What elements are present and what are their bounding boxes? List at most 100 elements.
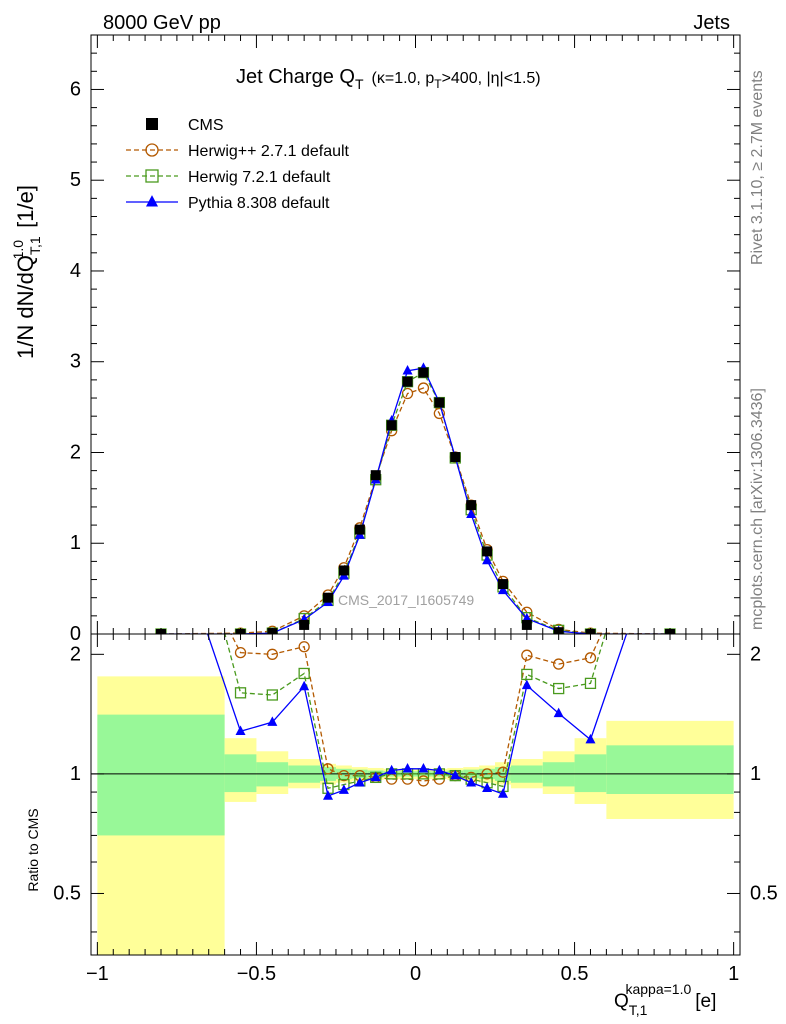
ratio-y-tick-label: 2 bbox=[70, 643, 81, 665]
ratio-point-herwig-2-7-1-default bbox=[584, 652, 597, 664]
header-left: 8000 GeV pp bbox=[103, 12, 221, 34]
main-point-cms bbox=[418, 367, 429, 378]
ratio-y-tick-label-right: 1 bbox=[750, 763, 761, 785]
y-axis-label-main: 1/N dN/dQT,11.0 [1/e] bbox=[10, 185, 43, 359]
ratio-point-pythia-8-308-default bbox=[434, 764, 445, 775]
main-point-pythia-8-308-default bbox=[466, 508, 477, 518]
ratio-point-herwig-2-7-1-default bbox=[298, 641, 310, 653]
main-point-pythia-8-308-default bbox=[497, 584, 508, 595]
ratio-y-tick-label-right: 2 bbox=[750, 643, 761, 665]
main-point-cms bbox=[482, 546, 493, 557]
legend: CMS Herwig++ 2.7.1 default Herwig 7.2.1 de… bbox=[126, 117, 350, 212]
ratio-point-herwig-7-2-1-default bbox=[584, 677, 597, 690]
legend-label-pythia-8-308-default: Pythia 8.308 default bbox=[188, 195, 330, 212]
ratio-point-pythia-8-308-default bbox=[553, 707, 564, 718]
main-point-cms bbox=[497, 579, 508, 590]
ratio-point-pythia-8-308-default bbox=[299, 680, 310, 691]
main-point-cms bbox=[434, 397, 445, 408]
ratio-y-tick-label-right: 0.5 bbox=[750, 882, 778, 904]
main-y-tick-label: 2 bbox=[70, 441, 81, 463]
ratio-point-pythia-8-308-default bbox=[521, 679, 532, 690]
side-label-lower: mcplots.cern.ch [arXiv:1306.3436] bbox=[749, 388, 766, 630]
ratio-point-herwig-2-7-1-default bbox=[234, 646, 247, 659]
legend-marker-herwig-7-2-1-default bbox=[145, 169, 159, 183]
main-point-cms bbox=[299, 619, 310, 630]
main-point-cms bbox=[386, 420, 397, 431]
ratio-y-tick-label: 1 bbox=[70, 763, 81, 785]
ratio-point-herwig-7-2-1-default bbox=[234, 687, 247, 699]
stat-uncertainty-band bbox=[606, 745, 734, 794]
ratio-point-herwig-2-7-1-default bbox=[266, 648, 278, 660]
ratio-bands-layer bbox=[97, 676, 734, 955]
main-y-tick-label: 1 bbox=[70, 532, 81, 554]
ratio-point-pythia-8-308-default bbox=[585, 733, 596, 744]
main-series-layer bbox=[155, 362, 676, 634]
x-axis-label: QT,1kappa=1.0[e] bbox=[614, 981, 716, 1018]
main-point-pythia-8-308-default bbox=[402, 365, 413, 375]
main-point-cms bbox=[521, 619, 532, 630]
chart-title: Jet Charge QT (κ=1.0, pT>400, |η|<1.5) bbox=[236, 66, 541, 92]
ratio-series-layer bbox=[206, 634, 628, 800]
ratio-point-herwig-2-7-1-default bbox=[553, 658, 565, 670]
ratio-point-herwig-2-7-1-default bbox=[338, 769, 350, 782]
chart-title-kappa: (κ=1.0, p bbox=[372, 70, 435, 87]
chart-title-sub-pt: T bbox=[434, 77, 442, 91]
ratio-point-herwig-7-2-1-default bbox=[298, 667, 310, 680]
ratio-point-pythia-8-308-default bbox=[235, 725, 246, 736]
axes-layer: 0 1 2 3 4 5 6 −1 −0.5 0 0.5 1 0.5 0.5 1 1 2 2 bbox=[53, 34, 778, 985]
legend-marker-cms bbox=[146, 118, 158, 130]
legend-label-herwig-7-2-1-default: Herwig 7.2.1 default bbox=[188, 169, 331, 186]
chart-title-rest: >400, |η|<1.5) bbox=[442, 70, 541, 87]
ratio-point-pythia-8-308-default bbox=[267, 716, 278, 726]
main-point-herwig-2-7-1-default bbox=[433, 407, 446, 420]
main-point-pythia-8-308-default bbox=[482, 554, 493, 565]
main-point-herwig-2-7-1-default bbox=[417, 382, 430, 394]
legend-label-herwig-2-7-1-default: Herwig++ 2.7.1 default bbox=[188, 143, 350, 160]
x-tick-label: 0.5 bbox=[561, 963, 589, 985]
chart-title-main: Jet Charge Q bbox=[236, 66, 355, 88]
ratio-line-pythia-8-308-default bbox=[206, 634, 628, 797]
ratio-line-herwig-2-7-1-default bbox=[230, 634, 603, 782]
stat-uncertainty-band bbox=[97, 714, 225, 836]
ratio-point-pythia-8-308-default bbox=[386, 764, 397, 775]
main-point-cms bbox=[466, 500, 477, 511]
main-point-cms bbox=[323, 592, 334, 603]
x-tick-label: −0.5 bbox=[237, 963, 276, 985]
x-tick-label: 0 bbox=[410, 963, 421, 985]
svg-text:QT,1kappa=1.0[e]: QT,1kappa=1.0[e] bbox=[614, 981, 716, 1018]
ratio-point-herwig-7-2-1-default bbox=[266, 689, 278, 701]
ratio-point-pythia-8-308-default bbox=[450, 769, 461, 780]
ratio-point-pythia-8-308-default bbox=[370, 771, 381, 782]
ratio-point-pythia-8-308-default bbox=[482, 782, 493, 793]
ratio-point-herwig-7-2-1-default bbox=[521, 668, 533, 681]
side-label-upper: Rivet 3.1.10, ≥ 2.7M events bbox=[749, 70, 766, 265]
chart-title-sub-T: T bbox=[355, 76, 364, 92]
x-tick-label: −1 bbox=[86, 963, 109, 985]
ratio-point-pythia-8-308-default bbox=[418, 763, 429, 773]
y-axis-label-ratio: Ratio to CMS bbox=[25, 808, 41, 891]
main-y-tick-label: 0 bbox=[70, 623, 81, 645]
legend-marker-herwig-2-7-1-default bbox=[145, 143, 159, 157]
main-y-tick-label: 5 bbox=[70, 169, 81, 191]
stat-uncertainty-band bbox=[224, 754, 257, 793]
svg-text:1/N dN/dQT,11.0 [1/e]: 1/N dN/dQT,11.0 [1/e] bbox=[10, 185, 43, 359]
ratio-point-herwig-2-7-1-default bbox=[417, 775, 430, 787]
x-tick-label: 1 bbox=[728, 963, 739, 985]
main-point-cms bbox=[370, 470, 381, 481]
main-point-cms bbox=[402, 376, 413, 387]
main-y-tick-label: 6 bbox=[70, 78, 81, 100]
main-line-pythia-8-308-default bbox=[160, 367, 671, 634]
watermark: CMS_2017_I1605749 bbox=[338, 592, 474, 608]
ratio-point-herwig-7-2-1-default bbox=[553, 682, 565, 695]
ratio-point-pythia-8-308-default bbox=[466, 776, 477, 787]
header-right: Jets bbox=[693, 12, 730, 34]
ratio-point-pythia-8-308-default bbox=[338, 784, 349, 794]
ratio-point-pythia-8-308-default bbox=[354, 776, 365, 787]
ratio-point-pythia-8-308-default bbox=[497, 788, 508, 798]
ratio-point-herwig-2-7-1-default bbox=[481, 768, 493, 780]
legend-marker-pythia-8-308-default bbox=[146, 195, 158, 207]
main-point-cms bbox=[338, 565, 349, 576]
ratio-line-herwig-7-2-1-default bbox=[224, 634, 606, 790]
main-point-cms bbox=[450, 452, 461, 463]
